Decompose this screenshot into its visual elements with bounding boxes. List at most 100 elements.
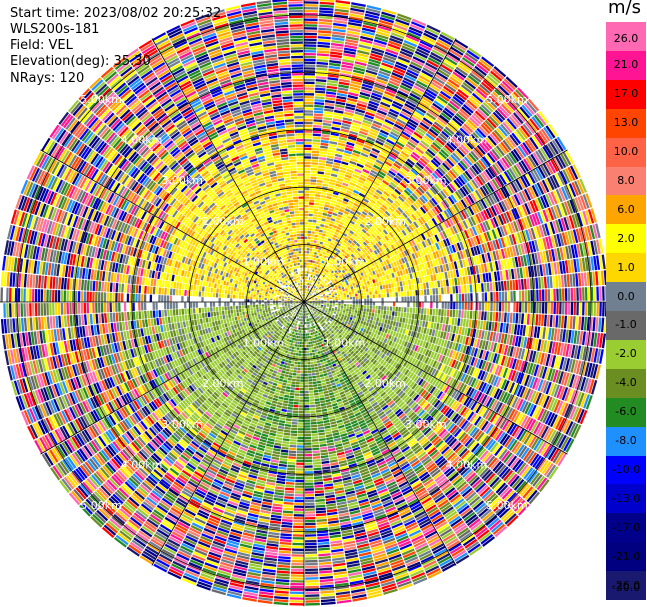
velocity-bin xyxy=(350,157,358,163)
velocity-bin xyxy=(389,268,394,274)
velocity-bin xyxy=(453,214,460,224)
velocity-bin xyxy=(525,100,537,114)
velocity-bin xyxy=(475,213,482,224)
velocity-bin xyxy=(412,151,421,159)
velocity-bin xyxy=(443,128,453,138)
velocity-bin xyxy=(335,204,341,209)
velocity-bin xyxy=(488,115,499,127)
velocity-bin xyxy=(389,306,393,311)
velocity-bin xyxy=(348,213,354,218)
velocity-bin xyxy=(338,247,343,251)
velocity-bin xyxy=(329,303,333,305)
velocity-bin xyxy=(403,291,407,297)
velocity-bin xyxy=(466,138,476,148)
velocity-bin xyxy=(481,56,495,67)
velocity-bin xyxy=(430,322,434,329)
velocity-bin xyxy=(383,249,388,255)
velocity-bin xyxy=(304,228,308,231)
velocity-bin xyxy=(331,263,335,267)
velocity-bin xyxy=(481,243,487,253)
velocity-bin xyxy=(455,131,466,141)
velocity-bin xyxy=(319,259,323,263)
velocity-bin xyxy=(438,36,452,46)
velocity-bin xyxy=(348,89,360,94)
velocity-bin xyxy=(476,108,488,119)
velocity-bin xyxy=(458,285,461,294)
velocity-bin xyxy=(368,188,376,194)
velocity-bin xyxy=(310,176,317,180)
velocity-bin xyxy=(323,295,326,297)
velocity-bin xyxy=(505,211,513,222)
velocity-bin xyxy=(340,255,344,260)
velocity-bin xyxy=(462,249,467,259)
velocity-bin xyxy=(306,298,308,301)
velocity-bin xyxy=(547,207,555,221)
velocity-bin xyxy=(436,39,451,48)
velocity-bin xyxy=(343,283,347,287)
velocity-bin xyxy=(342,310,346,313)
velocity-bin xyxy=(334,8,349,13)
velocity-bin xyxy=(385,274,390,280)
velocity-bin xyxy=(375,264,380,269)
velocity-bin xyxy=(440,221,447,230)
velocity-bin xyxy=(330,230,335,234)
velocity-bin xyxy=(326,287,329,291)
velocity-bin xyxy=(482,185,490,195)
velocity-bin xyxy=(428,281,432,289)
velocity-bin xyxy=(405,100,417,108)
velocity-bin xyxy=(352,296,355,300)
velocity-bin xyxy=(355,316,359,320)
velocity-bin xyxy=(342,120,352,125)
velocity-bin xyxy=(367,315,371,320)
velocity-bin xyxy=(437,233,443,241)
velocity-bin xyxy=(331,227,337,232)
velocity-bin xyxy=(487,135,497,146)
velocity-bin xyxy=(414,50,428,59)
velocity-bin xyxy=(343,251,348,255)
velocity-bin xyxy=(321,260,325,264)
velocity-bin xyxy=(328,293,332,296)
velocity-bin xyxy=(421,182,429,191)
velocity-bin xyxy=(340,293,344,296)
velocity-bin xyxy=(340,291,343,295)
velocity-bin xyxy=(538,130,549,144)
velocity-bin xyxy=(413,111,424,119)
velocity-bin xyxy=(442,109,453,119)
velocity-bin xyxy=(337,196,344,200)
velocity-bin xyxy=(391,148,400,155)
velocity-bin xyxy=(304,159,311,162)
velocity-bin xyxy=(494,162,503,173)
velocity-bin xyxy=(573,287,576,301)
velocity-bin xyxy=(486,97,498,109)
velocity-bin xyxy=(515,313,519,324)
velocity-bin xyxy=(525,173,534,186)
velocity-bin xyxy=(388,153,397,160)
velocity-bin xyxy=(413,149,423,157)
velocity-bin xyxy=(386,186,394,193)
velocity-bin xyxy=(309,298,312,300)
velocity-bin xyxy=(328,65,341,70)
velocity-bin xyxy=(396,58,409,66)
velocity-bin xyxy=(376,253,381,259)
velocity-bin xyxy=(329,205,335,210)
velocity-bin xyxy=(375,115,385,121)
velocity-bin xyxy=(337,90,348,95)
velocity-bin xyxy=(510,302,513,313)
velocity-bin xyxy=(345,228,351,232)
velocity-bin xyxy=(373,42,387,48)
velocity-bin xyxy=(405,71,418,80)
velocity-bin xyxy=(357,240,363,245)
velocity-bin xyxy=(571,214,578,229)
velocity-bin xyxy=(446,142,456,152)
velocity-bin xyxy=(564,168,573,182)
velocity-bin xyxy=(453,166,462,175)
velocity-bin xyxy=(371,47,385,54)
velocity-bin xyxy=(315,264,318,268)
velocity-bin xyxy=(368,263,373,268)
velocity-bin xyxy=(401,45,415,53)
velocity-bin xyxy=(465,207,472,217)
velocity-bin xyxy=(443,85,455,95)
velocity-bin xyxy=(312,139,321,143)
velocity-bin xyxy=(377,227,383,233)
velocity-bin xyxy=(510,222,516,233)
